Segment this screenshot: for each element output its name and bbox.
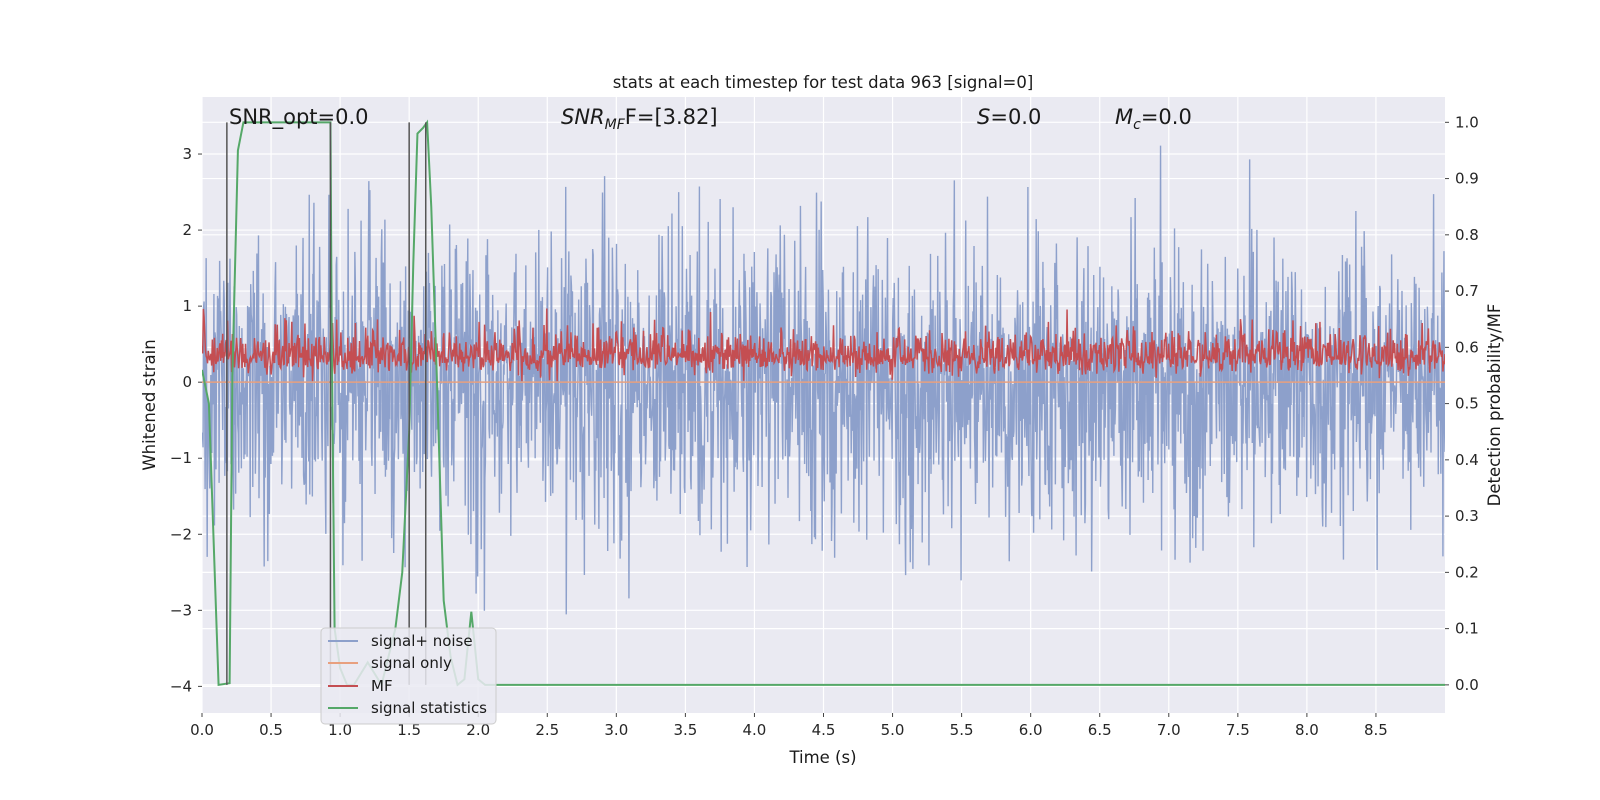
y-tick-label: −1 (170, 449, 192, 467)
x-tick-label: 3.5 (673, 721, 697, 739)
y2-tick-label: 0.0 (1455, 676, 1479, 694)
y2-axis-label: Detection probability/MF (1485, 304, 1504, 507)
chart-title: stats at each timestep for test data 963… (613, 73, 1034, 92)
s-annotation: S=0.0 (977, 105, 1041, 129)
y-tick-label: −2 (170, 525, 192, 543)
x-tick-label: 6.0 (1019, 721, 1043, 739)
snr-mf-prefix: SNR (561, 105, 605, 129)
y2-tick-label: 0.4 (1455, 451, 1479, 469)
x-tick-label: 0.0 (190, 721, 214, 739)
mc-value: =0.0 (1141, 105, 1192, 129)
y2-tick-label: 0.7 (1455, 282, 1479, 300)
snr-mf-annotation: SNRMFF=[3.82] (561, 105, 718, 133)
x-tick-label: 8.0 (1295, 721, 1319, 739)
signal-statistics-series (202, 119, 1445, 688)
x-tick-label: 1.0 (328, 721, 352, 739)
x-tick-label: 4.0 (743, 721, 767, 739)
x-tick-label: 2.0 (466, 721, 490, 739)
y-axis-label: Whitened strain (140, 339, 159, 470)
x-tick-label: 1.5 (397, 721, 421, 739)
legend-label-signal-statistics: signal statistics (371, 699, 487, 717)
y-axis-ticks: 3 2 1 0 −1 −2 −3 −4 (170, 145, 202, 695)
x-tick-label: 8.5 (1364, 721, 1388, 739)
x-tick-label: 7.5 (1226, 721, 1250, 739)
legend-label-signal-only: signal only (371, 654, 452, 672)
y2-tick-label: 0.8 (1455, 226, 1479, 244)
x-axis-label: Time (s) (788, 748, 856, 767)
x-tick-label: 4.5 (812, 721, 836, 739)
mc-annotation: Mc=0.0 (1115, 105, 1192, 133)
s-symbol: S (977, 105, 990, 129)
y-tick-label: 2 (182, 221, 192, 239)
y-tick-label: −3 (170, 601, 192, 619)
y2-tick-label: 1.0 (1455, 113, 1479, 131)
mc-symbol: M (1115, 105, 1133, 129)
snr-opt-annotation: SNR_opt=0.0 (229, 105, 369, 130)
snr-mf-value: F=[3.82] (625, 105, 718, 129)
y-tick-label: 0 (182, 373, 192, 391)
y2-tick-label: 0.1 (1455, 620, 1479, 638)
legend-label-mf: MF (371, 677, 393, 695)
y2-tick-label: 0.6 (1455, 338, 1479, 356)
y-tick-label: 1 (182, 297, 192, 315)
x-tick-label: 2.5 (535, 721, 559, 739)
s-value: =0.0 (990, 105, 1041, 129)
x-axis-ticks: 0.0 0.5 1.0 1.5 2.0 2.5 3.0 3.5 4.0 4.5 5.0 5.5 6.0 6… (190, 713, 1388, 739)
x-tick-label: 7.0 (1157, 721, 1181, 739)
x-tick-label: 0.5 (259, 721, 283, 739)
legend-box (320, 627, 497, 725)
y2-tick-label: 0.9 (1455, 170, 1479, 188)
legend: signal+ noise signal only MF signal stat… (320, 627, 497, 725)
x-tick-label: 5.5 (950, 721, 974, 739)
y-tick-label: −4 (170, 677, 192, 695)
y2-tick-label: 0.2 (1455, 563, 1479, 581)
signal-statistics-line (202, 119, 1445, 688)
snr-mf-subscript: MF (605, 117, 626, 133)
y2-tick-label: 0.5 (1455, 395, 1479, 413)
x-tick-label: 3.0 (604, 721, 628, 739)
y2-axis-ticks: 1.0 0.9 0.8 0.7 0.6 0.5 0.4 0.3 0.2 0.1 0.0 (1445, 113, 1479, 694)
mc-subscript: c (1133, 117, 1141, 133)
x-tick-label: 5.0 (881, 721, 905, 739)
vertical-markers (226, 122, 427, 685)
y2-tick-label: 0.3 (1455, 507, 1479, 525)
legend-label-signal-noise: signal+ noise (371, 632, 473, 650)
y-tick-label: 3 (182, 145, 192, 163)
x-tick-label: 6.5 (1088, 721, 1112, 739)
